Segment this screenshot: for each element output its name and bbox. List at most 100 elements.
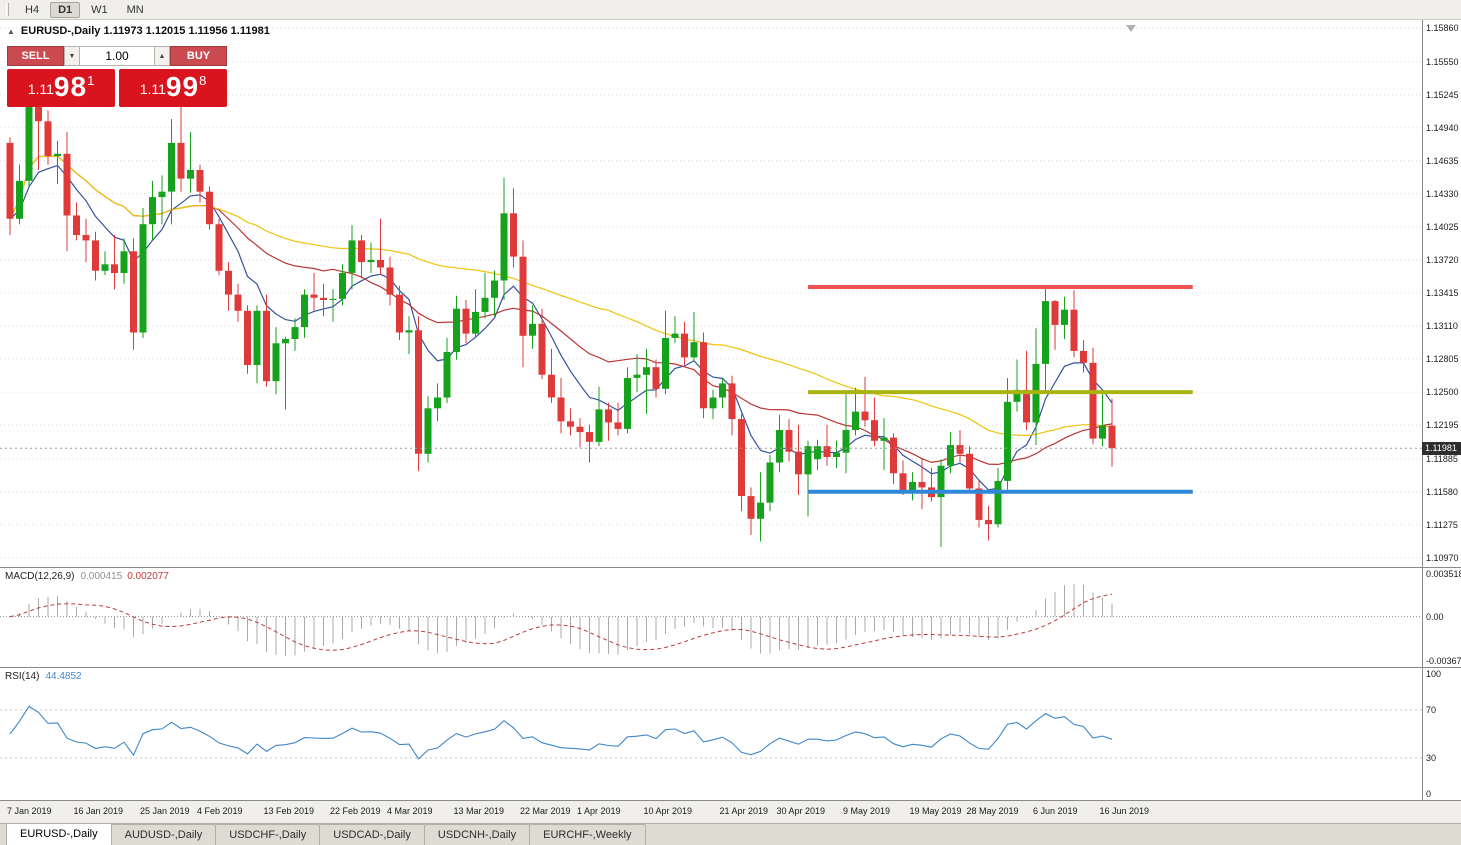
timeframe-button-h4[interactable]: H4 [25, 3, 40, 16]
macd-label: MACD(12,26,9) 0.000415 0.002077 [5, 571, 169, 582]
buy-price-pip: 8 [199, 73, 207, 88]
macd-axis-label: -0.00367 [1426, 656, 1461, 666]
price-axis-label: 1.13110 [1426, 320, 1458, 331]
time-axis-label: 19 May 2019 [909, 806, 962, 816]
time-axis-label: 28 May 2019 [966, 806, 1019, 816]
price-axis-label: 1.11885 [1426, 453, 1458, 464]
time-axis-label: 25 Jan 2019 [140, 806, 190, 816]
macd-signal-value: 0.002077 [127, 571, 169, 582]
volume-input[interactable]: 1.00 [80, 46, 154, 66]
macd-axis-label: 0.003518 [1426, 569, 1461, 579]
price-axis-label: 1.11580 [1426, 486, 1458, 497]
macd-name: MACD(12,26,9) [5, 571, 75, 582]
rsi-axis: 100 70 30 0 [1422, 668, 1461, 800]
rsi-name: RSI(14) [5, 671, 40, 682]
price-axis-label: 1.14940 [1426, 122, 1459, 133]
rsi-label: RSI(14) 44.4852 [5, 671, 82, 682]
chart-info-line: ▲ EURUSD-,Daily 1.11973 1.12015 1.11956 … [7, 25, 270, 37]
time-axis-label: 4 Mar 2019 [387, 806, 433, 816]
rsi-axis-label: 100 [1426, 669, 1442, 679]
rsi-axis-label: 70 [1426, 705, 1437, 715]
time-axis-label: 21 Apr 2019 [719, 806, 769, 816]
one-click-trade-panel: SELL ▼ 1.00 ▲ BUY 1.11 98 1 1.11 99 8 [7, 46, 227, 107]
toolbar: H4 D1 W1 MN [0, 0, 1461, 20]
macd-axis: 0.003518 0.00 -0.00367 [1422, 568, 1461, 667]
buy-price-display[interactable]: 1.11 99 8 [119, 69, 227, 107]
chart-tab-usdchf-daily[interactable]: USDCHF-,Daily [215, 824, 321, 845]
price-panel: 1.15860 1.15550 1.15245 1.14940 1.14635 1.143… [0, 20, 1461, 568]
chart-shift-marker-icon [1126, 25, 1136, 32]
price-axis-label: 1.12195 [1426, 420, 1459, 431]
price-axis-label: 1.14025 [1426, 221, 1459, 232]
price-axis-label: 1.14635 [1426, 155, 1459, 166]
price-axis-label: 1.12500 [1426, 387, 1459, 398]
rsi-chart [0, 705, 1422, 760]
sell-price-pip: 1 [87, 73, 95, 88]
rsi-line [9, 705, 1113, 760]
price-axis-label: 1.15550 [1426, 56, 1459, 67]
symbol-ohlc-text: EURUSD-,Daily 1.11973 1.12015 1.11956 1.… [20, 25, 270, 37]
rsi-axis-label: 0 [1426, 789, 1432, 799]
one-click-toggle-icon[interactable]: ▲ [7, 26, 15, 36]
macd-signal-line [9, 593, 1113, 651]
price-axis-label: 1.15245 [1426, 89, 1459, 100]
timeframe-button-mn[interactable]: MN [126, 3, 144, 16]
macd-axis-label: 0.00 [1426, 611, 1444, 622]
rsi-axis-label: 30 [1426, 753, 1437, 763]
chart-tab-audusd-daily[interactable]: AUDUSD-,Daily [110, 824, 217, 845]
sell-price-display[interactable]: 1.11 98 1 [7, 69, 115, 107]
price-axis-label: 1.11275 [1426, 519, 1458, 530]
sell-price-prefix: 1.11 [27, 81, 54, 97]
sell-price-big: 98 [53, 71, 88, 102]
buy-button[interactable]: BUY [170, 46, 227, 66]
price-chart [0, 25, 1422, 559]
time-axis-label: 4 Feb 2019 [197, 806, 243, 816]
price-axis-label: 1.12805 [1426, 354, 1459, 365]
time-axis-label: 9 May 2019 [843, 806, 891, 816]
timeframe-button-w1[interactable]: W1 [91, 3, 108, 16]
time-axis-label: 22 Feb 2019 [330, 806, 381, 816]
candles-layer [6, 94, 1116, 547]
toolbar-grip[interactable] [6, 3, 9, 16]
grid-lines [0, 27, 1422, 559]
current-price-badge: 1.11981 [1422, 442, 1461, 456]
time-axis: 7 Jan 2019 16 Jan 2019 25 Jan 2019 4 Feb 20… [0, 801, 1461, 823]
price-axis-label: 1.13415 [1426, 287, 1459, 298]
rsi-value: 44.4852 [45, 671, 82, 682]
chart-tab-eurchf-weekly[interactable]: EURCHF-,Weekly [529, 824, 646, 845]
time-axis-label: 30 Apr 2019 [776, 806, 826, 816]
chart-tab-usdcad-daily[interactable]: USDCAD-,Daily [319, 824, 425, 845]
timeframe-button-d1[interactable]: D1 [50, 1, 81, 18]
macd-main-value: 0.000415 [80, 571, 123, 582]
ma-slow-line [9, 155, 1113, 437]
time-axis-label: 16 Jan 2019 [73, 806, 124, 816]
time-axis-label: 22 Mar 2019 [520, 806, 571, 816]
macd-histogram [19, 584, 1113, 656]
buy-price-big: 99 [165, 71, 200, 102]
volume-decrease-icon[interactable]: ▼ [64, 46, 80, 66]
time-axis-label: 16 Jun 2019 [1099, 806, 1150, 816]
price-axis-label: 1.15860 [1426, 23, 1459, 34]
time-axis-label: 7 Jan 2019 [7, 806, 52, 816]
time-axis-label: 10 Apr 2019 [643, 806, 693, 816]
price-axis: 1.15860 1.15550 1.15245 1.14940 1.14635 1.143… [1422, 20, 1461, 567]
volume-increase-icon[interactable]: ▲ [154, 46, 170, 66]
time-axis-label: 13 Mar 2019 [453, 806, 505, 816]
price-axis-label: 1.10970 [1426, 552, 1459, 563]
ma-fast-line [9, 164, 1113, 491]
time-axis-label: 6 Jun 2019 [1033, 806, 1078, 816]
price-axis-label: 1.14330 [1426, 188, 1459, 199]
time-axis-label: 1 Apr 2019 [577, 806, 621, 816]
chart-tabs: EURUSD-,Daily AUDUSD-,Daily USDCHF-,Daily U… [0, 823, 1461, 845]
price-axis-label: 1.13720 [1426, 254, 1459, 265]
macd-panel: 0.003518 0.00 -0.00367 MACD(12,26,9) 0.0004… [0, 568, 1461, 668]
rsi-panel: 100 70 30 0 RSI(14) 44.4852 [0, 668, 1461, 801]
chart-tab-usdcnh-daily[interactable]: USDCNH-,Daily [423, 824, 531, 845]
sell-button[interactable]: SELL [7, 46, 64, 66]
time-axis-label: 13 Feb 2019 [263, 806, 315, 816]
buy-price-prefix: 1.11 [139, 81, 166, 97]
timeframe-buttons: H4 D1 W1 MN [17, 1, 155, 18]
macd-chart [0, 584, 1422, 656]
chart-tab-eurusd-daily[interactable]: EURUSD-,Daily [6, 823, 112, 845]
